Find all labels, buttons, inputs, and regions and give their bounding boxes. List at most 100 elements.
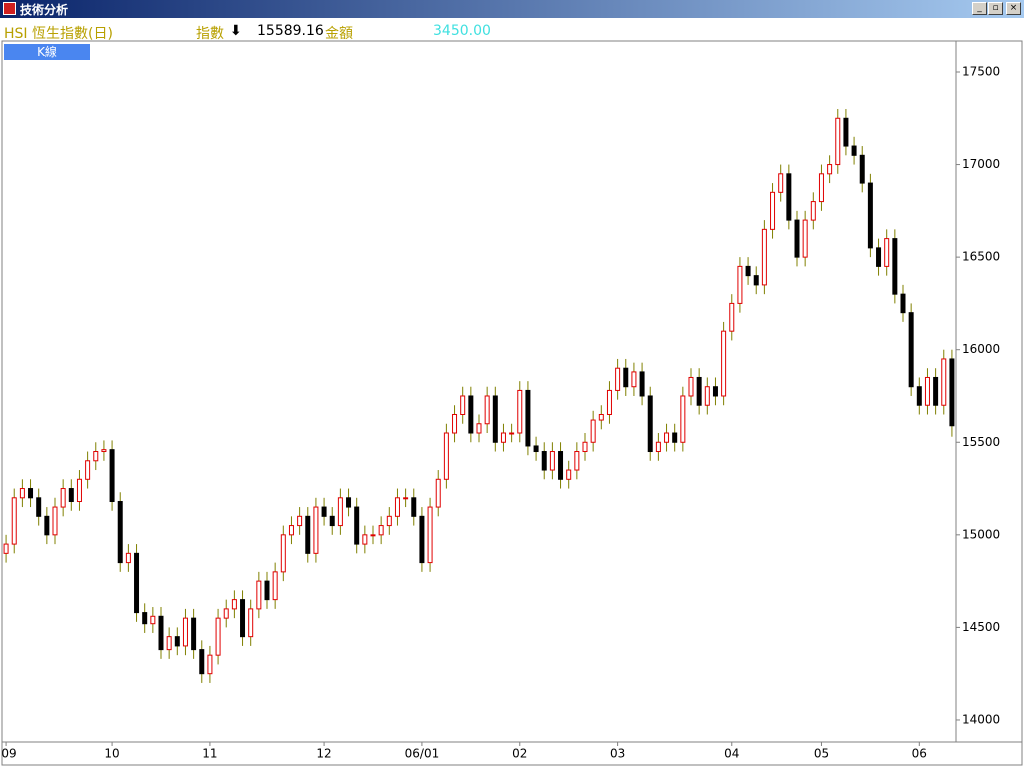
candle-up bbox=[770, 191, 776, 230]
candle-down bbox=[639, 371, 645, 397]
candle-down bbox=[346, 497, 352, 508]
y-tick-label: 14500 bbox=[962, 620, 1000, 634]
candle-down bbox=[44, 515, 50, 536]
amount-label: 金額 bbox=[325, 26, 353, 42]
candle-up bbox=[664, 432, 670, 443]
candle-up bbox=[93, 451, 99, 462]
x-tick-label: 12 bbox=[316, 747, 331, 761]
candle-down bbox=[900, 293, 906, 314]
x-tick-label: 02 bbox=[512, 747, 527, 761]
candle-down bbox=[199, 649, 205, 675]
minimize-button[interactable]: _ bbox=[972, 2, 987, 15]
candle-up bbox=[288, 525, 294, 536]
candle-up bbox=[85, 460, 91, 480]
candle-up bbox=[280, 534, 286, 573]
window-title: 技術分析 bbox=[20, 3, 69, 17]
x-tick-label: 09 bbox=[1, 747, 16, 761]
candle-up bbox=[3, 543, 9, 554]
candle-up bbox=[574, 451, 580, 471]
candle-up bbox=[582, 441, 588, 453]
candle-up bbox=[370, 534, 376, 537]
restore-button[interactable]: ▫ bbox=[988, 2, 1003, 15]
candle-up bbox=[818, 173, 824, 203]
x-tick-label: 11 bbox=[202, 747, 217, 761]
candle-up bbox=[549, 451, 555, 471]
candle-up bbox=[590, 419, 596, 443]
candle-down bbox=[794, 219, 800, 258]
candle-up bbox=[835, 117, 841, 166]
candle-down bbox=[933, 376, 939, 406]
candle-up bbox=[452, 413, 458, 434]
candle-down bbox=[786, 173, 792, 221]
candle-up bbox=[207, 654, 213, 675]
candle-up bbox=[655, 441, 661, 453]
candle-up bbox=[500, 432, 506, 443]
close-button[interactable]: × bbox=[1006, 2, 1021, 15]
candle-down bbox=[354, 506, 360, 545]
index-label: 指數 bbox=[196, 26, 224, 42]
candle-up bbox=[297, 515, 303, 527]
candle-up bbox=[60, 488, 66, 508]
candle-up bbox=[778, 173, 784, 193]
k-line-tab[interactable]: K線 bbox=[4, 44, 90, 60]
candle-down bbox=[541, 451, 547, 471]
candle-up bbox=[125, 552, 131, 564]
index-value: 15589.16 bbox=[257, 23, 324, 39]
candle-up bbox=[688, 376, 694, 397]
candle-up bbox=[704, 386, 710, 406]
candle-up bbox=[386, 515, 392, 527]
candle-down bbox=[264, 580, 270, 601]
candle-down bbox=[191, 617, 197, 651]
candle-down bbox=[745, 265, 751, 277]
candle-up bbox=[615, 367, 621, 391]
candle-up bbox=[476, 423, 482, 434]
candle-down bbox=[867, 182, 873, 249]
candle-up bbox=[761, 228, 767, 286]
candle-up bbox=[737, 265, 743, 304]
candle-up bbox=[362, 534, 368, 545]
candle-down bbox=[696, 376, 702, 406]
down-arrow-icon: ⬇ bbox=[230, 23, 242, 39]
candle-down bbox=[134, 552, 140, 614]
candle-up bbox=[403, 497, 409, 500]
candle-down bbox=[851, 145, 857, 156]
candle-down bbox=[949, 358, 955, 427]
candle-up bbox=[19, 488, 25, 499]
x-tick-label: 06 bbox=[912, 747, 927, 761]
symbol: HSI 恆生指數(日) bbox=[4, 26, 113, 42]
candle-down bbox=[28, 488, 34, 499]
candle-down bbox=[908, 312, 914, 388]
y-tick-label: 15500 bbox=[962, 435, 1000, 449]
candle-up bbox=[11, 497, 17, 545]
candle-up bbox=[256, 580, 262, 610]
candle-down bbox=[468, 395, 474, 434]
candle-up bbox=[517, 389, 523, 434]
candle-down bbox=[329, 515, 335, 527]
candle-up bbox=[884, 238, 890, 267]
candle-up bbox=[337, 497, 343, 527]
candle-up bbox=[166, 636, 172, 651]
candle-down bbox=[916, 386, 922, 406]
candle-up bbox=[827, 164, 833, 175]
app-icon bbox=[3, 2, 16, 15]
candle-down bbox=[558, 451, 564, 480]
candle-up bbox=[150, 615, 156, 625]
candle-down bbox=[158, 615, 164, 651]
candle-down bbox=[647, 395, 653, 453]
candle-down bbox=[892, 238, 898, 295]
info-bar: HSI 恆生指數(日) 指數 ⬇ 15589.16 金額 3450.00 bbox=[0, 22, 1024, 42]
candle-down bbox=[712, 386, 718, 397]
candle-up bbox=[313, 506, 319, 554]
y-tick-label: 17000 bbox=[962, 157, 1000, 171]
y-tick-label: 14000 bbox=[962, 712, 1000, 726]
candle-up bbox=[721, 330, 727, 397]
candle-up bbox=[941, 358, 947, 406]
candle-up bbox=[729, 302, 735, 332]
candle-down bbox=[672, 432, 678, 443]
candle-up bbox=[680, 395, 686, 443]
candle-up bbox=[182, 617, 188, 647]
candle-up bbox=[810, 201, 816, 221]
candle-up bbox=[215, 617, 221, 656]
